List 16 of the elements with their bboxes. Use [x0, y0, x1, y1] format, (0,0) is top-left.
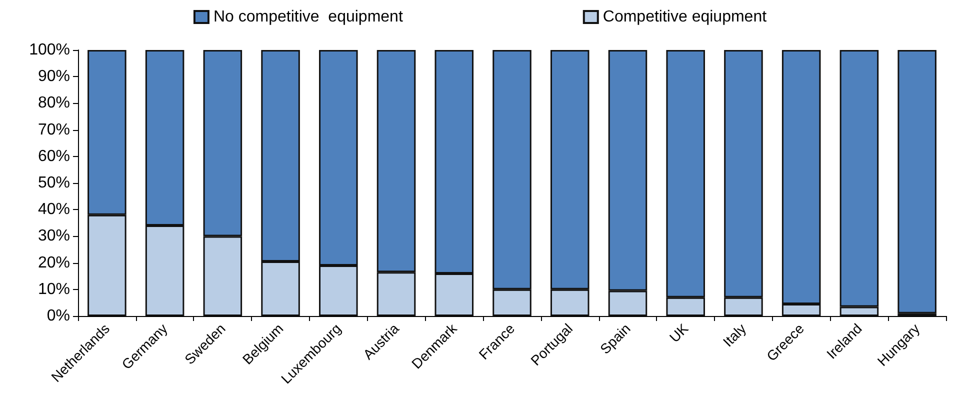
x-tick-label: UK	[666, 320, 692, 346]
y-tick-label: 50%	[38, 174, 70, 192]
y-tick-label: 20%	[38, 254, 70, 272]
y-tick-label: 100%	[29, 42, 70, 58]
y-tick-label: 90%	[38, 68, 70, 86]
y-tick-label: 30%	[38, 228, 70, 245]
y-tick-label: 10%	[38, 280, 70, 298]
y-tick-label: 40%	[38, 201, 70, 218]
y-tick-label: 70%	[38, 121, 70, 138]
y-tick-label: 80%	[38, 94, 70, 112]
legend-label: Competitive eqiupment	[602, 8, 768, 26]
legend-label: No competitive equipment	[213, 8, 404, 26]
y-tick-label: 60%	[38, 148, 70, 165]
y-tick-label: 0%	[46, 308, 70, 324]
bar	[898, 50, 936, 314]
x-tick-label: Italy	[720, 320, 750, 350]
